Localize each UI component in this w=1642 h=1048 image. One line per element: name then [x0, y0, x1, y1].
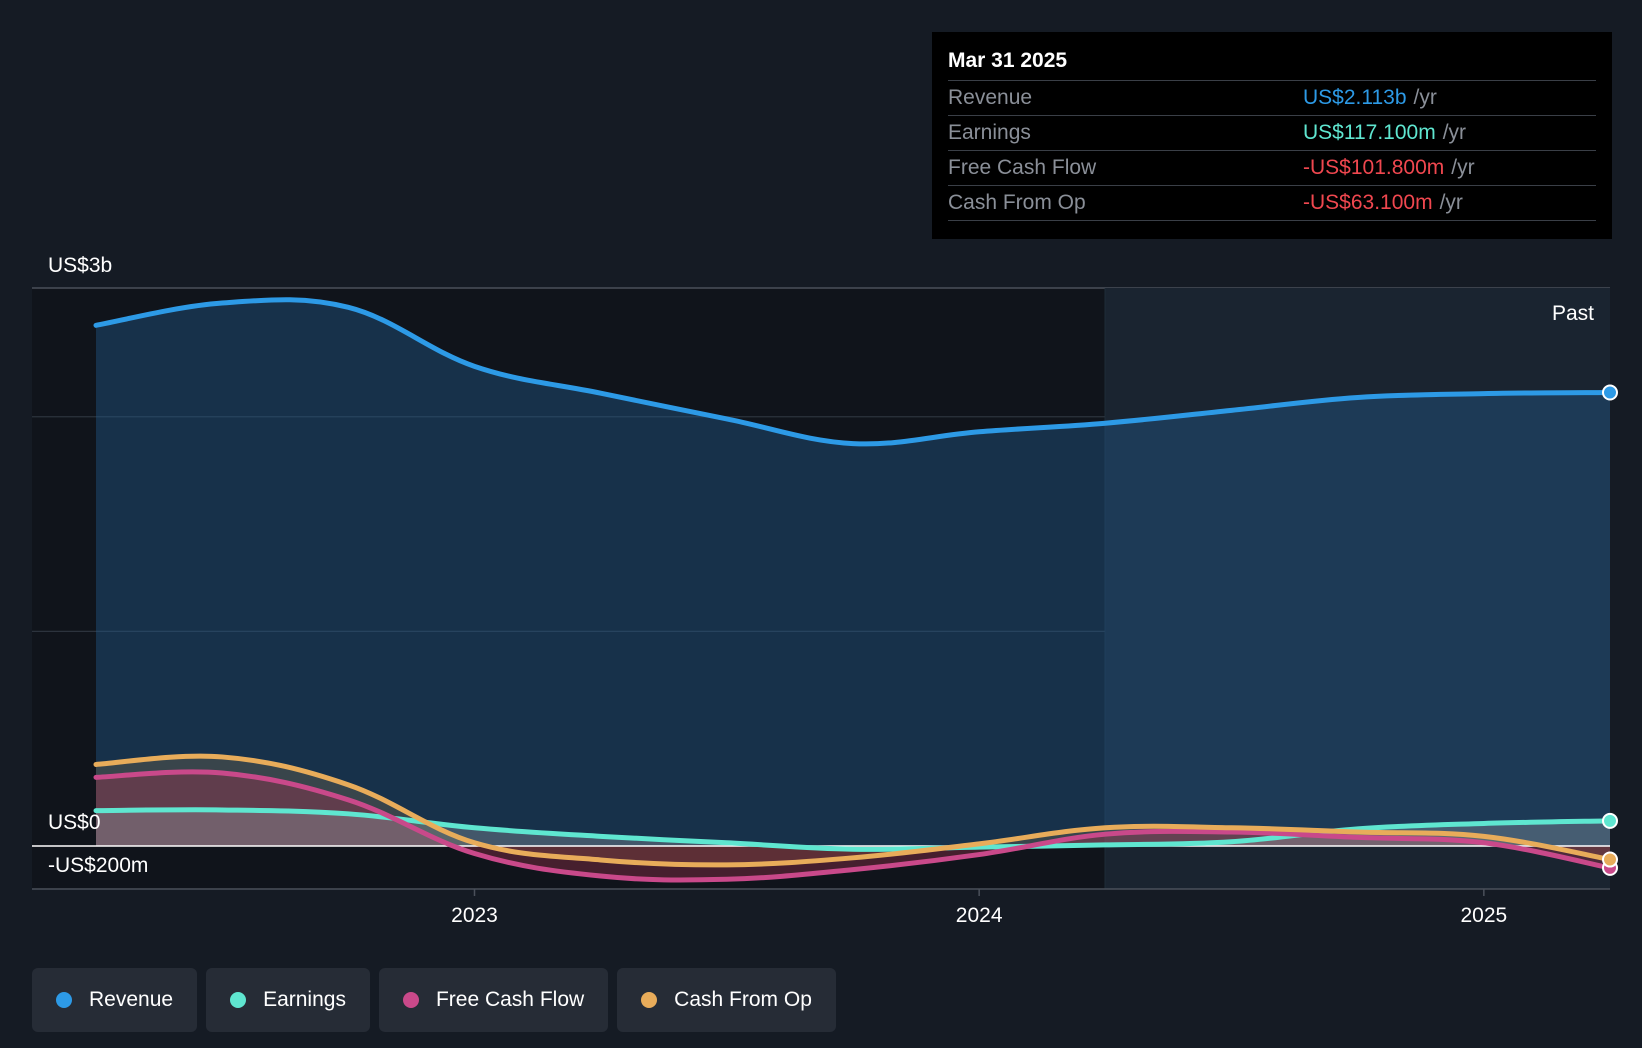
- x-tick-label: 2025: [1460, 904, 1507, 927]
- legend-label: Revenue: [89, 988, 174, 1011]
- area-earnings: [96, 809, 1610, 850]
- legend-item-earnings[interactable]: Earnings: [206, 968, 370, 1032]
- y-axis-label-top: US$3b: [48, 254, 112, 277]
- marker-cash-from-op: [1602, 851, 1618, 868]
- tooltip-unit: /yr: [1442, 121, 1467, 144]
- legend-item-revenue[interactable]: Revenue: [32, 968, 198, 1032]
- tooltip-label: Revenue: [948, 86, 1033, 109]
- line-earnings: [93, 807, 1613, 852]
- tooltip-label: Cash From Op: [948, 191, 1086, 214]
- chart-legend: Revenue Earnings Free Cash Flow Cash Fro…: [32, 968, 836, 1032]
- tooltip-unit: /yr: [1413, 86, 1437, 109]
- tooltip-row-earnings: Earnings US$117.100m /yr: [948, 116, 1596, 151]
- x-axis-ticks: 2023 2024 2025: [451, 889, 1507, 927]
- past-region-highlight: [1105, 288, 1610, 889]
- legend-label: Cash From Op: [674, 988, 812, 1011]
- tooltip-unit: /yr: [1451, 156, 1475, 179]
- tooltip-row-cash-from-op: Cash From Op -US$63.100m /yr: [948, 186, 1596, 221]
- tooltip-row-free-cash-flow: Free Cash Flow -US$101.800m /yr: [948, 151, 1596, 186]
- line-cash-from-op: [93, 753, 1613, 868]
- tooltip-date: Mar 31 2025: [948, 46, 1596, 81]
- series-end-markers: [1602, 384, 1618, 876]
- tooltip-value: US$2.113b: [1303, 86, 1407, 109]
- series-lines: [93, 297, 1613, 883]
- legend-dot-icon: [641, 992, 658, 1008]
- legend-item-free-cash-flow[interactable]: Free Cash Flow: [378, 968, 609, 1032]
- legend-label: Earnings: [263, 988, 346, 1011]
- tooltip-value: -US$63.100m: [1303, 191, 1433, 214]
- marker-revenue: [1602, 384, 1618, 401]
- x-tick-label: 2024: [956, 904, 1003, 927]
- tooltip-label: Earnings: [948, 121, 1031, 144]
- y-axis-label-zero: US$0: [48, 811, 101, 834]
- legend-dot-icon: [230, 992, 247, 1008]
- line-free-cash-flow: [93, 769, 1613, 883]
- area-cash-from-op: [96, 756, 1610, 865]
- tooltip-label: Free Cash Flow: [948, 156, 1097, 179]
- legend-item-cash-from-op[interactable]: Cash From Op: [617, 968, 836, 1032]
- tooltip-unit: /yr: [1439, 191, 1463, 214]
- area-revenue: [96, 299, 1610, 847]
- legend-label: Free Cash Flow: [435, 988, 585, 1011]
- tooltip-value: -US$101.800m: [1303, 156, 1445, 179]
- legend-dot-icon: [56, 992, 72, 1008]
- tooltip-row-revenue: Revenue US$2.113b /yr: [948, 81, 1596, 116]
- tooltip-value: US$117.100m: [1303, 121, 1436, 144]
- x-tick-label: 2023: [451, 904, 498, 927]
- legend-dot-icon: [402, 992, 419, 1008]
- line-revenue: [93, 297, 1613, 447]
- tooltip-panel: Mar 31 2025 Revenue US$2.113b /yr Earnin…: [932, 32, 1612, 239]
- y-axis-label-negative: -US$200m: [48, 854, 148, 877]
- past-label: Past: [1552, 302, 1594, 325]
- marker-earnings: [1602, 812, 1618, 829]
